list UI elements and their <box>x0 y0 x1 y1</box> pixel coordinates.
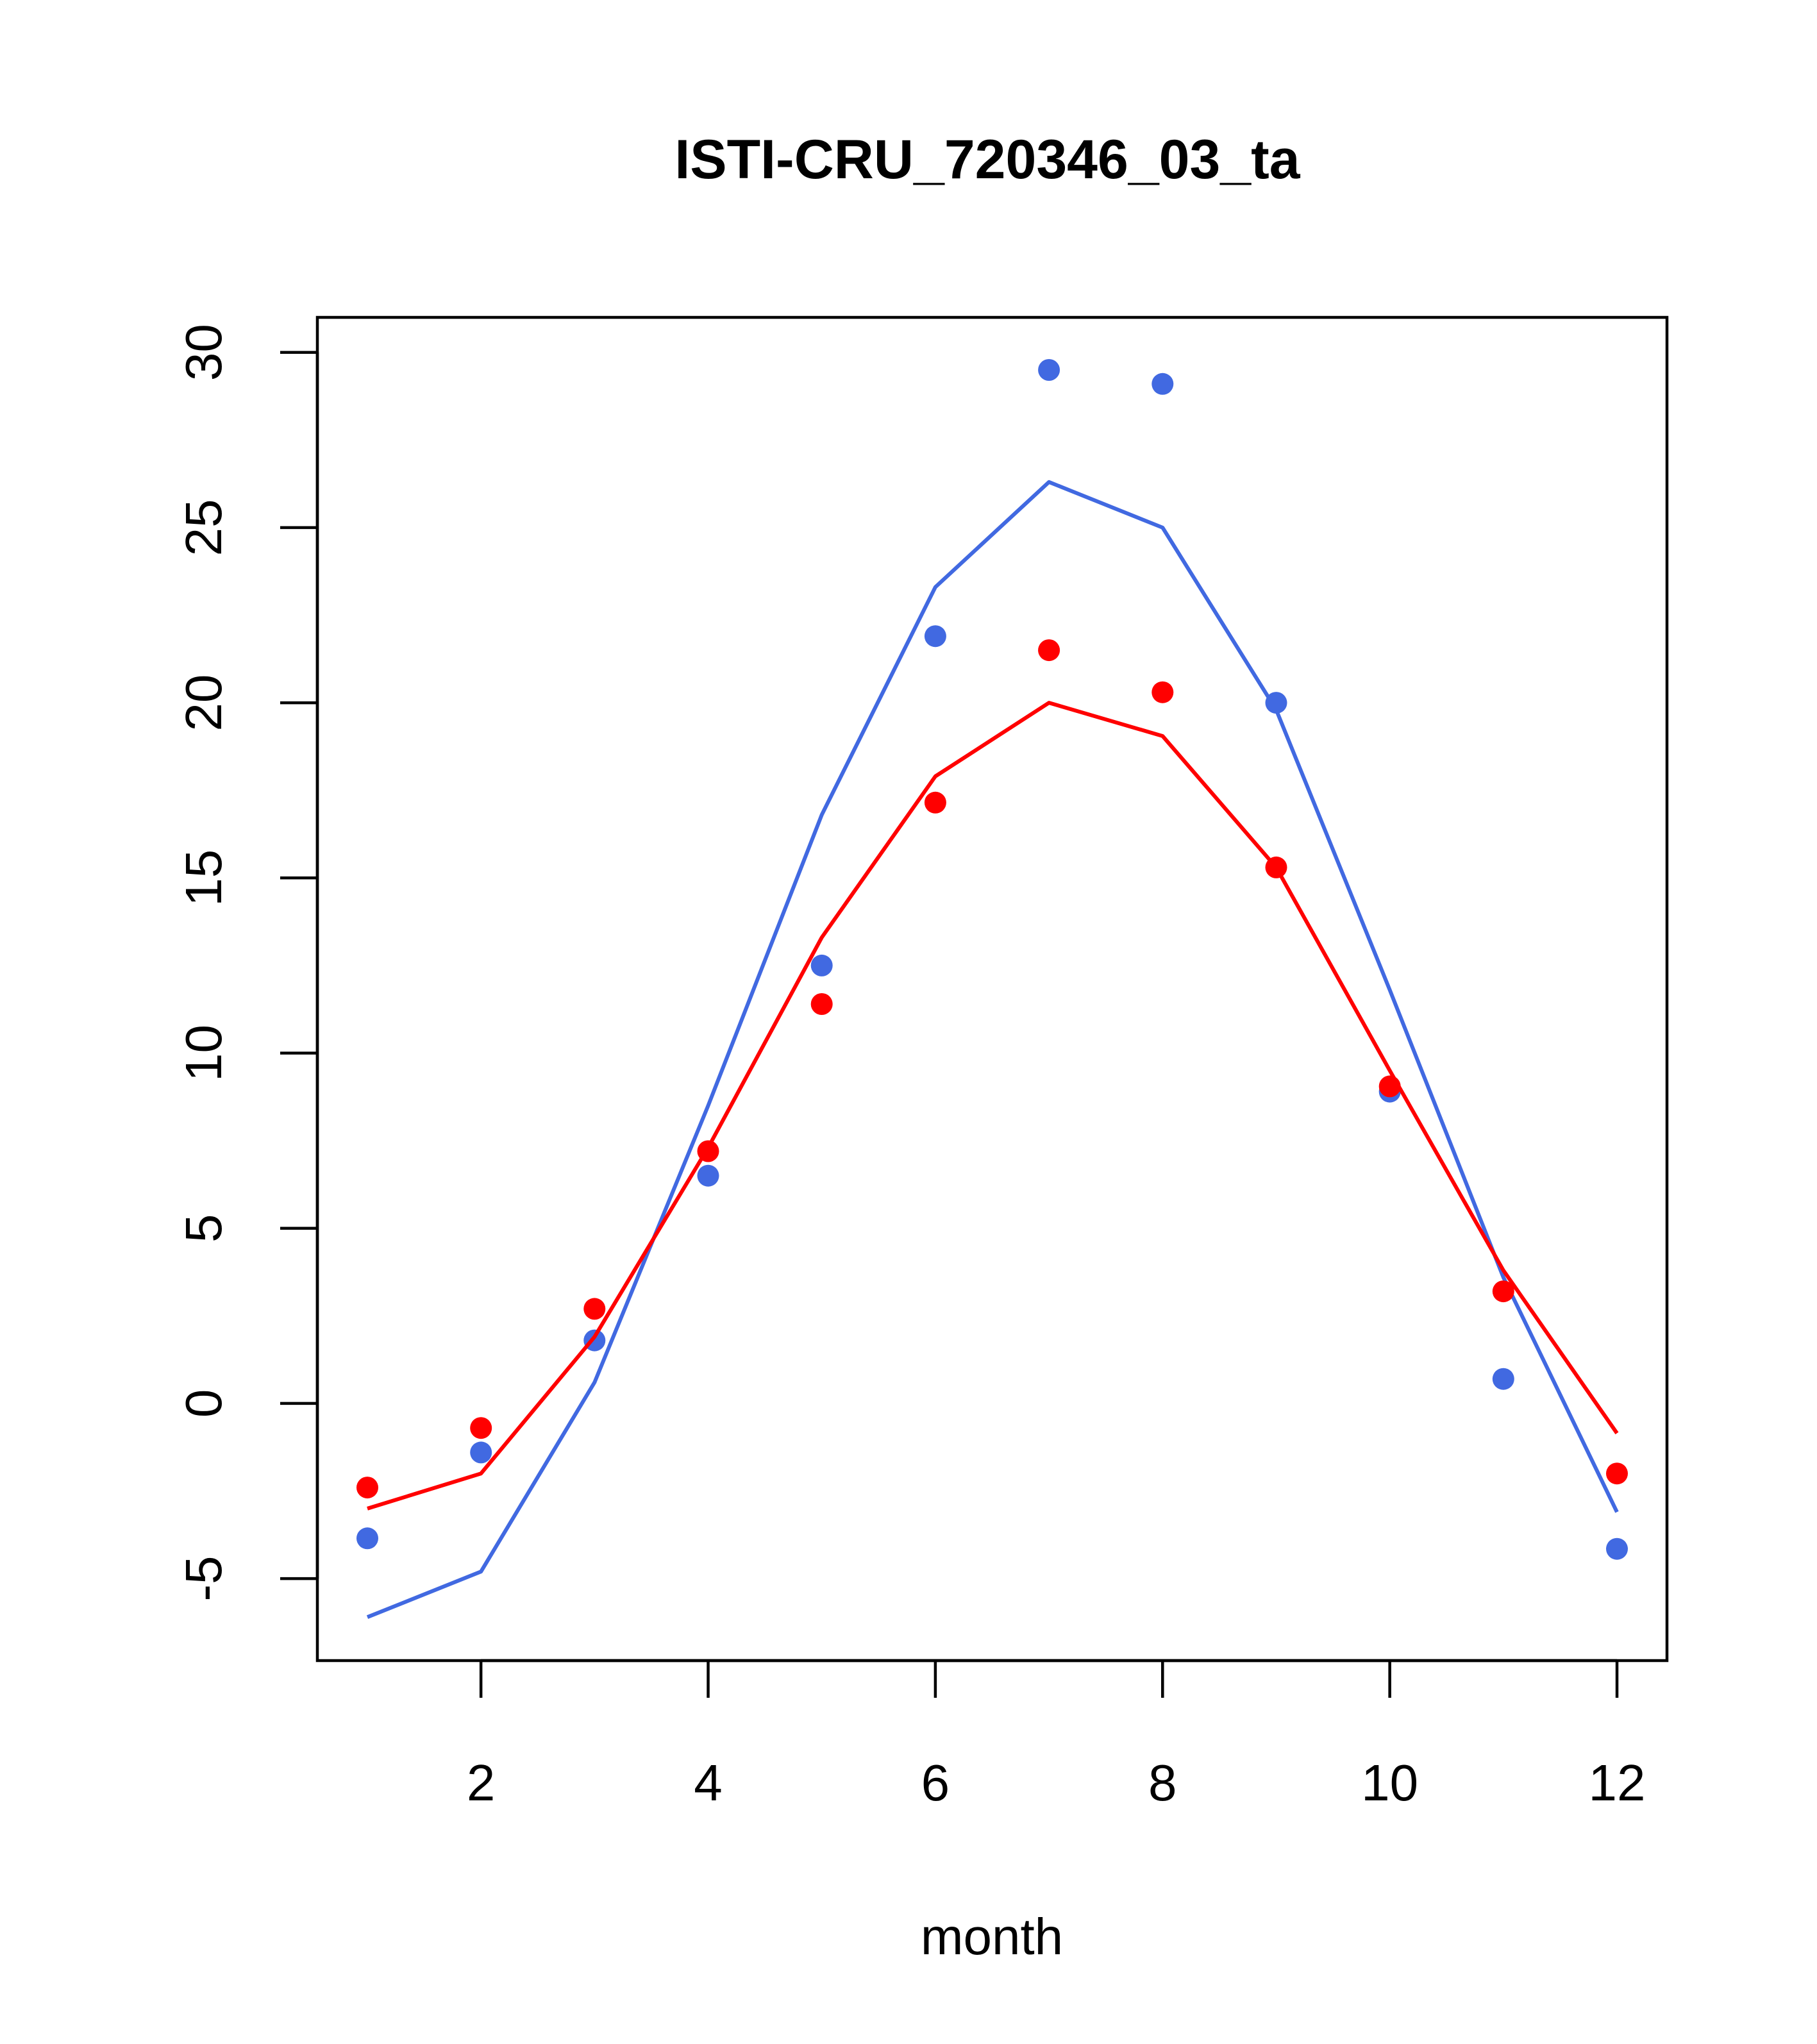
data-point-3-5 <box>810 993 833 1015</box>
series-line-0 <box>366 480 1619 1619</box>
data-point-1-2 <box>470 1441 492 1464</box>
x-tick-label: 2 <box>467 1754 496 1811</box>
chart-title: ISTI-CRU_720346_03_ta <box>674 129 1300 190</box>
y-tick-label: 0 <box>175 1389 232 1418</box>
x-axis: 2 4 6 8 10 12 <box>467 1659 1646 1811</box>
x-tick-label: 10 <box>1361 1754 1418 1811</box>
data-point-1-4 <box>697 1164 719 1187</box>
data-point-3-7 <box>1038 639 1060 662</box>
x-tick-label: 12 <box>1589 1754 1646 1811</box>
data-point-3-9 <box>1265 856 1287 878</box>
data-point-3-2 <box>470 1417 492 1439</box>
series-line-2 <box>367 701 1619 1511</box>
x-tick-label: 4 <box>694 1754 723 1811</box>
data-point-3-1 <box>356 1477 378 1499</box>
y-tick-label: 15 <box>175 850 232 907</box>
y-tick-label: 20 <box>175 674 232 732</box>
data-point-3-3 <box>583 1298 606 1320</box>
data-point-1-8 <box>1151 373 1174 395</box>
data-point-3-10 <box>1378 1075 1401 1098</box>
y-tick-label: 25 <box>175 499 232 556</box>
data-point-3-8 <box>1151 681 1174 703</box>
data-point-1-7 <box>1038 359 1060 381</box>
data-point-1-1 <box>356 1527 378 1550</box>
y-tick-label: 10 <box>175 1025 232 1082</box>
data-point-3-4 <box>697 1140 719 1162</box>
data-point-1-11 <box>1492 1368 1514 1390</box>
x-tick-label: 8 <box>1148 1754 1177 1811</box>
y-tick-label: -5 <box>175 1556 232 1602</box>
data-point-3-6 <box>924 791 946 814</box>
y-tick-label: 30 <box>175 324 232 381</box>
data-point-1-9 <box>1265 692 1287 714</box>
y-tick-label: 5 <box>175 1214 232 1243</box>
series-layer <box>356 359 1628 1619</box>
data-point-1-12 <box>1606 1537 1628 1560</box>
data-point-3-12 <box>1606 1462 1628 1485</box>
data-point-1-6 <box>924 625 946 648</box>
data-point-3-11 <box>1492 1280 1514 1303</box>
y-axis: -5 0 5 10 15 20 25 30 <box>175 324 319 1602</box>
x-axis-label: month <box>921 1908 1063 1965</box>
data-point-1-5 <box>810 954 833 976</box>
x-tick-label: 6 <box>921 1754 950 1811</box>
